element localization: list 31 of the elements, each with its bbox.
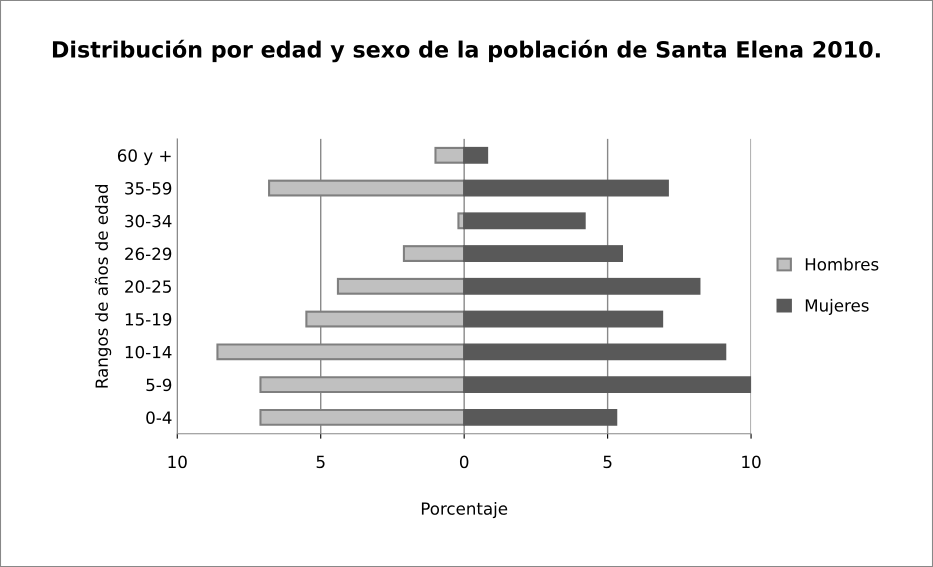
x-tick-label: 10 <box>742 456 761 468</box>
bar <box>463 245 624 262</box>
bar <box>463 376 752 394</box>
y-tick-label: 0-4 <box>146 411 172 424</box>
bar <box>463 146 488 164</box>
bar <box>402 245 466 262</box>
chart-title: Distribución por edad y sexo de la población de Santa Elena 2010. <box>52 40 880 62</box>
y-tick-label: 60 y + <box>118 149 171 166</box>
y-tick-label: 10-14 <box>126 346 172 358</box>
y-tick-label: 20-25 <box>125 280 171 293</box>
bar <box>463 343 726 360</box>
x-axis-title: Porcentaje <box>422 502 508 518</box>
y-tick-label: 30-34 <box>125 214 172 228</box>
legend-label: Hombres <box>806 258 878 271</box>
legend-label: Mujeres <box>806 298 869 315</box>
bar <box>463 278 700 295</box>
bar <box>463 310 664 328</box>
x-tick-label: 5 <box>604 456 612 468</box>
y-tick-label: 5-9 <box>146 378 172 392</box>
y-tick-label: 35-59 <box>125 182 172 195</box>
bar <box>463 212 586 230</box>
x-tick-label: 5 <box>316 456 325 468</box>
bar <box>434 146 466 164</box>
x-tick-label: 0 <box>460 456 468 468</box>
y-axis-title: Rangos de años de edad <box>94 185 112 388</box>
bar <box>463 180 669 196</box>
bar <box>463 408 618 426</box>
y-tick-label: 26-29 <box>125 248 172 260</box>
x-tick-label: 10 <box>168 456 187 468</box>
bar <box>336 278 466 295</box>
y-tick-label: 15-19 <box>126 313 172 326</box>
